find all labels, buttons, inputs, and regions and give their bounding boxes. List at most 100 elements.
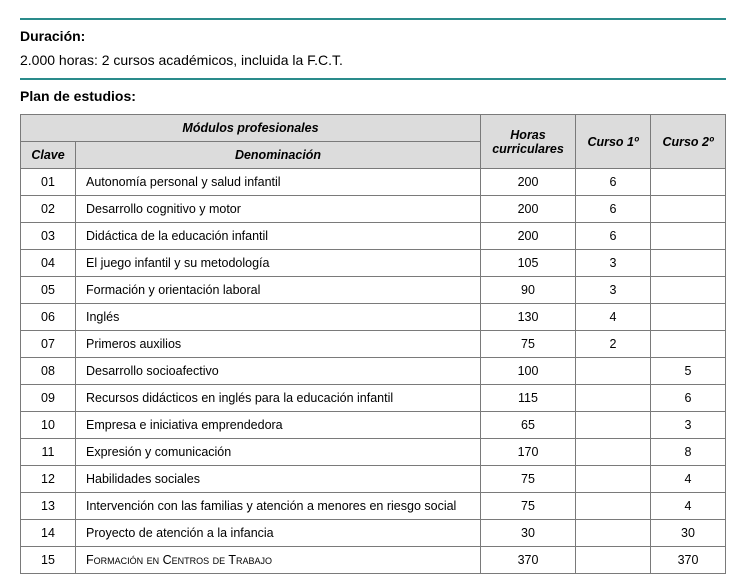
cell-curso2: 8 <box>651 439 726 466</box>
header-curso1: Curso 1º <box>576 115 651 169</box>
cell-denominacion: Desarrollo socioafectivo <box>76 358 481 385</box>
header-curso2: Curso 2º <box>651 115 726 169</box>
table-row: 09Recursos didácticos en inglés para la … <box>21 385 726 412</box>
plan-title: Plan de estudios: <box>20 88 726 104</box>
table-row: 14Proyecto de atención a la infancia3030 <box>21 520 726 547</box>
header-clave: Clave <box>21 142 76 169</box>
cell-denominacion: Intervención con las familias y atención… <box>76 493 481 520</box>
cell-denominacion: Didáctica de la educación infantil <box>76 223 481 250</box>
cell-curso2: 4 <box>651 493 726 520</box>
cell-denominacion: Expresión y comunicación <box>76 439 481 466</box>
cell-curso1 <box>576 412 651 439</box>
cell-horas: 200 <box>481 169 576 196</box>
cell-curso1: 3 <box>576 250 651 277</box>
cell-curso2: 3 <box>651 412 726 439</box>
cell-curso1 <box>576 385 651 412</box>
cell-curso1: 6 <box>576 223 651 250</box>
table-row: 10Empresa e iniciativa emprendedora65 3 <box>21 412 726 439</box>
cell-curso1 <box>576 466 651 493</box>
cell-horas: 65 <box>481 412 576 439</box>
cell-clave: 09 <box>21 385 76 412</box>
cell-curso1 <box>576 358 651 385</box>
cell-horas: 370 <box>481 547 576 574</box>
cell-denominacion: Inglés <box>76 304 481 331</box>
cell-clave: 14 <box>21 520 76 547</box>
cell-clave: 01 <box>21 169 76 196</box>
cell-horas: 200 <box>481 223 576 250</box>
cell-horas: 30 <box>481 520 576 547</box>
table-header-row-1: Módulos profesionales Horas curriculares… <box>21 115 726 142</box>
cell-curso2 <box>651 304 726 331</box>
cell-curso2 <box>651 196 726 223</box>
cell-clave: 13 <box>21 493 76 520</box>
cell-clave: 06 <box>21 304 76 331</box>
header-denominacion: Denominación <box>76 142 481 169</box>
cell-horas: 100 <box>481 358 576 385</box>
table-row: 12Habilidades sociales75 4 <box>21 466 726 493</box>
cell-denominacion: El juego infantil y su metodología <box>76 250 481 277</box>
divider-mid <box>20 78 726 80</box>
cell-denominacion: Habilidades sociales <box>76 466 481 493</box>
cell-curso2: 370 <box>651 547 726 574</box>
cell-curso2 <box>651 169 726 196</box>
divider-top <box>20 18 726 20</box>
header-horas: Horas curriculares <box>481 115 576 169</box>
cell-curso2 <box>651 250 726 277</box>
cell-denominacion: Desarrollo cognitivo y motor <box>76 196 481 223</box>
cell-denominacion: Recursos didácticos en inglés para la ed… <box>76 385 481 412</box>
duration-text: 2.000 horas: 2 cursos académicos, inclui… <box>20 52 726 68</box>
cell-curso2: 4 <box>651 466 726 493</box>
cell-clave: 04 <box>21 250 76 277</box>
table-row: 03Didáctica de la educación infantil2006 <box>21 223 726 250</box>
cell-clave: 02 <box>21 196 76 223</box>
table-row: 07Primeros auxilios752 <box>21 331 726 358</box>
cell-horas: 170 <box>481 439 576 466</box>
cell-denominacion: Primeros auxilios <box>76 331 481 358</box>
cell-denominacion: Formación y orientación laboral <box>76 277 481 304</box>
cell-clave: 10 <box>21 412 76 439</box>
cell-clave: 03 <box>21 223 76 250</box>
cell-denominacion: Formación en Centros de Trabajo <box>76 547 481 574</box>
table-row: 02Desarrollo cognitivo y motor2006 <box>21 196 726 223</box>
curriculum-table: Módulos profesionales Horas curriculares… <box>20 114 726 574</box>
cell-curso2: 5 <box>651 358 726 385</box>
cell-curso1 <box>576 493 651 520</box>
cell-horas: 75 <box>481 331 576 358</box>
cell-curso1 <box>576 520 651 547</box>
cell-horas: 130 <box>481 304 576 331</box>
cell-curso1: 2 <box>576 331 651 358</box>
cell-denominacion: Empresa e iniciativa emprendedora <box>76 412 481 439</box>
cell-clave: 08 <box>21 358 76 385</box>
cell-curso2 <box>651 277 726 304</box>
cell-curso2 <box>651 223 726 250</box>
cell-curso1: 4 <box>576 304 651 331</box>
cell-horas: 115 <box>481 385 576 412</box>
cell-curso1: 3 <box>576 277 651 304</box>
cell-clave: 15 <box>21 547 76 574</box>
cell-horas: 200 <box>481 196 576 223</box>
cell-curso1: 6 <box>576 196 651 223</box>
cell-clave: 05 <box>21 277 76 304</box>
duration-title: Duración: <box>20 28 726 44</box>
header-modulos: Módulos profesionales <box>21 115 481 142</box>
cell-curso1 <box>576 547 651 574</box>
table-row: 13Intervención con las familias y atenci… <box>21 493 726 520</box>
table-row: 05Formación y orientación laboral903 <box>21 277 726 304</box>
cell-denominacion: Proyecto de atención a la infancia <box>76 520 481 547</box>
cell-horas: 90 <box>481 277 576 304</box>
table-row: 08Desarrollo socioafectivo100 5 <box>21 358 726 385</box>
cell-curso2: 6 <box>651 385 726 412</box>
table-row: 06Inglés1304 <box>21 304 726 331</box>
cell-curso2: 30 <box>651 520 726 547</box>
table-row: 01Autonomía personal y salud infantil200… <box>21 169 726 196</box>
table-row: 15Formación en Centros de Trabajo370370 <box>21 547 726 574</box>
cell-horas: 105 <box>481 250 576 277</box>
cell-clave: 07 <box>21 331 76 358</box>
cell-horas: 75 <box>481 466 576 493</box>
cell-curso1 <box>576 439 651 466</box>
cell-horas: 75 <box>481 493 576 520</box>
cell-clave: 12 <box>21 466 76 493</box>
cell-denominacion: Autonomía personal y salud infantil <box>76 169 481 196</box>
table-row: 11Expresión y comunicación1708 <box>21 439 726 466</box>
table-row: 04El juego infantil y su metodología1053 <box>21 250 726 277</box>
